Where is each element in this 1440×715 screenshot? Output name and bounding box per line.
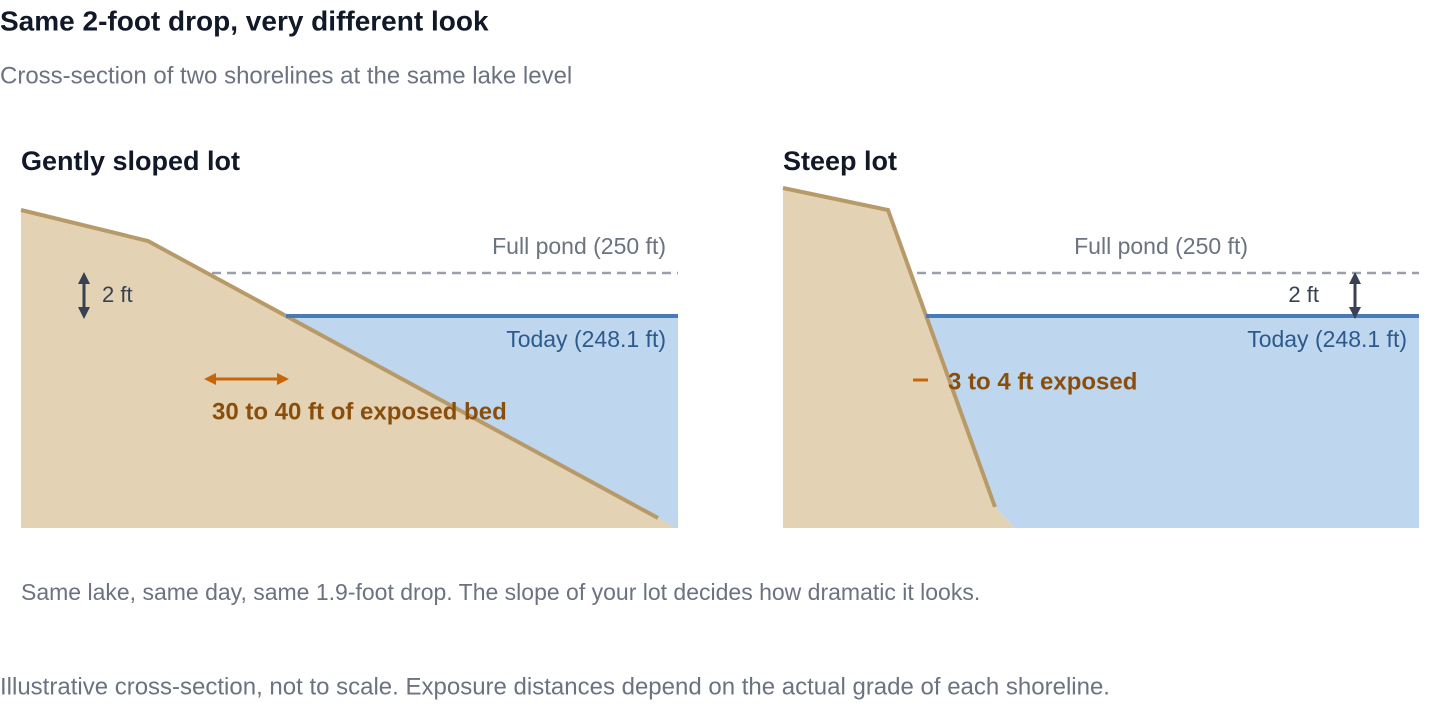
- drop-label: 2 ft: [1288, 282, 1319, 307]
- exposed-label: 30 to 40 ft of exposed bed: [212, 398, 507, 425]
- shore-line: [20, 208, 659, 520]
- today-label: Today (248.1 ft): [1247, 326, 1407, 352]
- title: Same 2-foot drop, very different look: [0, 5, 489, 36]
- footnote: Illustrative cross-section, not to scale…: [0, 673, 1110, 700]
- exposed-label: 3 to 4 ft exposed: [948, 368, 1137, 395]
- water: [926, 316, 1419, 528]
- full-pond-label: Full pond (250 ft): [492, 233, 666, 259]
- panel-title: Gently sloped lot: [21, 146, 240, 176]
- shore-line: [782, 186, 997, 508]
- land: [21, 210, 678, 528]
- caption: Same lake, same day, same 1.9-foot drop.…: [21, 579, 980, 605]
- subtitle: Cross-section of two shorelines at the s…: [0, 62, 572, 89]
- drop-label: 2 ft: [102, 282, 133, 307]
- full-pond-label: Full pond (250 ft): [1074, 233, 1248, 259]
- today-label: Today (248.1 ft): [506, 326, 666, 352]
- panel-title: Steep lot: [783, 146, 897, 176]
- land: [783, 188, 1015, 528]
